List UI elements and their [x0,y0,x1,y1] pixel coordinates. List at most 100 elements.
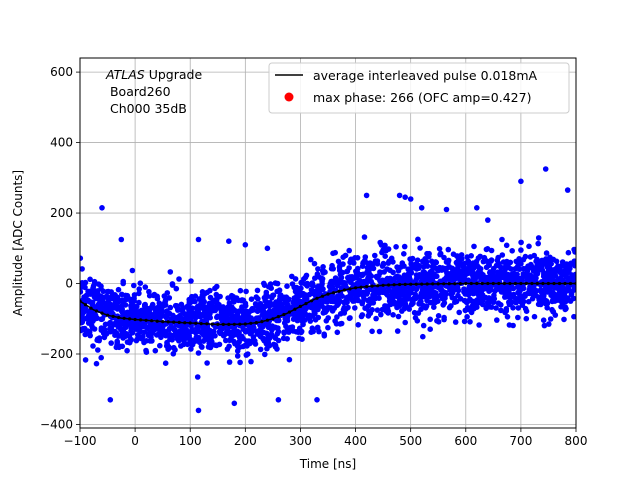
scatter-point [199,344,205,350]
average-pulse-point [354,286,358,290]
average-pulse-point [188,321,192,325]
average-pulse-point [392,283,396,287]
scatter-point [461,267,467,274]
scatter-point [116,344,122,351]
average-pulse-point [508,281,512,286]
scatter-point [448,303,454,309]
scatter-point [384,306,391,312]
scatter-point [382,242,388,249]
scatter-point [542,300,549,307]
scatter-point [531,313,538,320]
scatter-point [164,339,170,346]
average-pulse-point [271,317,275,321]
scatter-point [336,264,343,271]
scatter-point [329,308,336,314]
scatter-point [476,322,482,328]
scatter-point [485,276,492,283]
scatter-point [342,282,349,288]
scatter-point [487,269,493,275]
average-pulse-point [183,321,187,325]
scatter-point [141,329,148,336]
scatter-point [572,277,576,283]
average-pulse-point [331,291,336,295]
scatter-point [149,301,156,308]
scatter-point [411,309,418,316]
scatter-point [561,316,567,323]
scatter-point [506,322,513,328]
average-pulse-point [94,309,99,313]
average-pulse-point [199,322,203,326]
average-pulse-point [502,281,506,286]
average-pulse-point [387,283,391,287]
scatter-point [365,303,372,309]
scatter-point [131,295,137,302]
scatter-point [82,284,88,291]
scatter-point [126,339,133,346]
scatter-point [510,291,517,298]
scatter-point [381,278,387,285]
scatter-point [102,329,109,336]
scatter-point [486,295,492,301]
scatter-point [231,307,238,314]
scatter-point [270,292,276,299]
scatter-point [227,318,233,325]
scatter-point [503,294,510,300]
scatter-point [528,261,534,268]
scatter-point [200,332,207,338]
scatter-point [495,286,502,292]
scatter-point [214,283,220,290]
scatter-point [506,287,512,294]
scatter-point [328,285,334,292]
scatter-point [113,330,120,336]
scatter-point [404,296,411,302]
scatter-point [166,327,172,333]
average-pulse-point [359,285,363,289]
scatter-point [462,277,468,284]
scatter-point [223,337,229,344]
scatter-point [200,306,207,312]
scatter-outlier [396,192,403,199]
scatter-point [394,304,400,311]
average-pulse-point [210,322,214,326]
scatter-point [260,308,267,315]
scatter-point [510,305,516,311]
average-pulse-point [453,282,457,286]
scatter-point [388,255,395,262]
average-pulse-point [530,281,534,286]
scatter-point [152,347,159,354]
x-tick-label: 300 [289,434,312,448]
scatter-point [187,299,194,306]
scatter-point [355,291,362,298]
scatter-point [512,266,518,272]
scatter-point [332,275,339,281]
scatter-point [424,263,431,269]
scatter-point [340,261,346,267]
scatter-point [354,273,361,279]
scatter-point [525,298,532,305]
scatter-point [108,305,114,312]
average-pulse-point [425,282,429,286]
scatter-point [445,271,452,278]
scatter-point [303,306,309,312]
scatter-point [281,294,287,301]
scatter-point [341,299,347,306]
scatter-point [128,307,135,314]
scatter-point [193,305,200,311]
scatter-point [408,301,415,308]
scatter-point [544,305,550,311]
legend-entry-average: average interleaved pulse 0.018mA [313,68,538,83]
scatter-point [309,287,316,294]
scatter-point [257,346,264,353]
scatter-point [421,276,428,283]
average-pulse-point [166,320,170,324]
scatter-point [99,316,105,323]
scatter-point [186,316,193,322]
scatter-point [146,288,152,295]
x-tick-label: 500 [399,434,422,448]
scatter-point [421,269,428,276]
scatter-point [207,314,213,321]
scatter-outlier [107,397,114,403]
scatter-point [563,262,570,269]
scatter-point [217,327,224,334]
scatter-point [82,357,89,363]
